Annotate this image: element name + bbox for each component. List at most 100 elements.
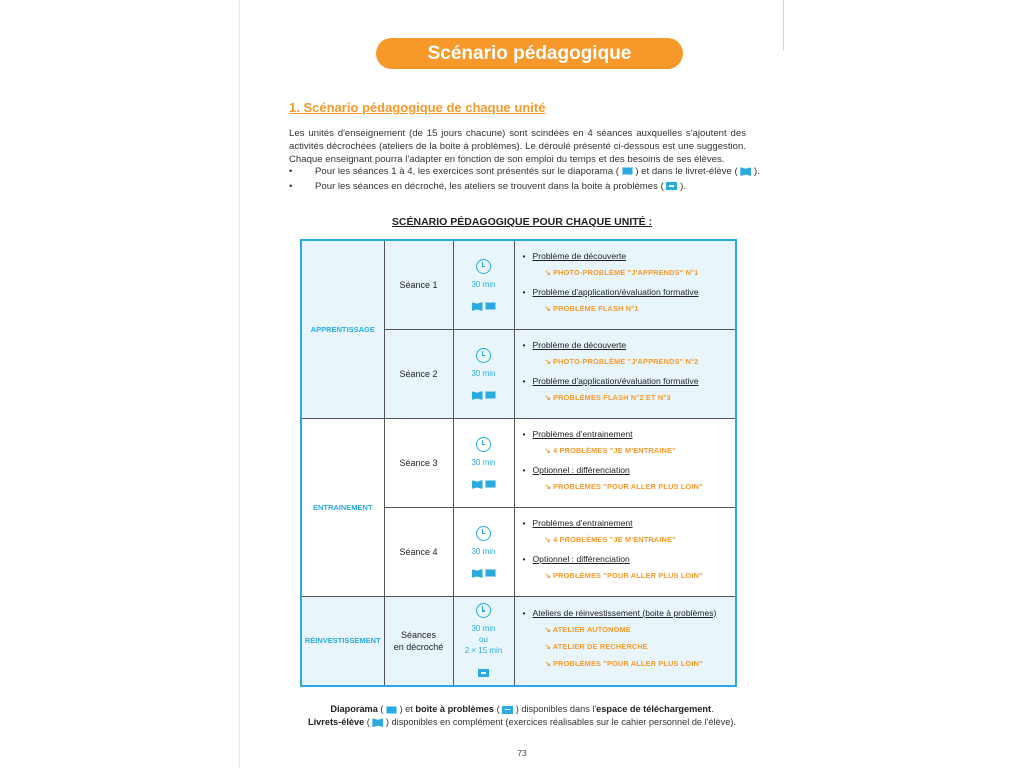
seance-cell: Séance 3 [383,418,454,508]
diaporama-icon [621,167,633,176]
seance-cell: Séance 1 [383,239,454,330]
footer-text: ) et [397,704,416,714]
footer-text: ( [364,717,373,727]
table-row: RÉINVESTISSEMENT Séances en décroché 30 min… [300,596,737,686]
arrow-icon: ↘ [544,268,551,277]
resource-label: PHOTO-PROBLÈME "J'APPRENDS" N°2 [553,357,699,366]
clock-icon [476,347,491,363]
diaporama-icon [484,569,496,578]
seance-label: Séances [400,629,437,640]
table-row: Séance 4 30 min • Problèmes d'entrainement ↘… [301,507,737,597]
page-edge [783,0,784,50]
duration-label: ou [479,635,488,645]
page-title: Scénario pédagogique [376,38,683,69]
scenario-table: APPRENTISSAGE Séance 1 30 min • Problème de … [300,239,737,687]
footer-text: ) disponibles dans l' [513,704,597,714]
diaporama-icon [484,480,496,489]
activity-item: • Optionnel : différenciation [522,465,630,475]
seance-cell: Séances en décroché [383,596,454,686]
resource-label: 4 PROBLÈMES "JE M'ENTRAINE" [553,446,676,455]
activity-title: Problème d'application/évaluation format… [532,287,699,297]
resource-item: ↘ ATELIER AUTONOME [545,625,736,634]
bullet-text: Pour les séances en décroché, les atelie… [315,181,664,192]
resource-item: ↘ 4 PROBLÈMES "JE M'ENTRAINE" [545,535,736,544]
duration-label: 2 × 15 min [464,646,503,656]
problem-box-icon [666,182,678,191]
resource-item: ↘ ATELIER DE RECHERCHE [545,642,736,651]
activity-item: • Problème d'application/évaluation forma… [522,287,699,297]
activity-item: • Problèmes d'entrainement [522,518,633,528]
footer-text: ( [494,704,503,714]
resource-item: ↘ PHOTO-PROBLÈME "J'APPRENDS" N°2 [545,357,736,366]
resource-item: ↘ PROBLÈMES "POUR ALLER PLUS LOIN" [545,659,736,668]
footer-text: Diaporama [330,704,378,714]
page-number: 73 [517,748,527,758]
clock-icon [476,525,491,541]
activity-item: • Problème de découverte [522,340,627,350]
bullet-text: Pour les séances 1 à 4, les exercices so… [315,166,619,177]
bullet-text: ) et dans le livret-élève ( [635,166,738,177]
intro-paragraph: Les unités d'enseignement (de 15 jours c… [289,128,746,165]
diaporama-icon [484,391,496,400]
activity-item: • Ateliers de réinvestissement (boite à p… [522,607,717,618]
duration-cell: 30 min [452,507,515,597]
resource-item: ↘ PROBLÈMES FLASH N°2 ET N°3 [545,393,736,402]
arrow-icon: ↘ [544,535,551,544]
activity-item: • Optionnel : différenciation [522,554,630,564]
activities-cell: • Problème de découverte ↘ PHOTO-PROBLÈME … [513,239,737,330]
duration-label: 30 min [471,368,496,378]
duration-cell: 30 min [452,418,515,508]
footer-text: ) disponibles en complément (exercices r… [383,717,736,727]
arrow-icon: ↘ [544,571,551,580]
resource-label: PROBLÈME FLASH N°1 [553,304,639,313]
resource-item: ↘ PROBLÈMES "POUR ALLER PLUS LOIN" [545,571,736,580]
duration-label: 30 min [471,279,496,289]
section-heading: 1. Scénario pédagogique de chaque unité [289,100,546,115]
activities-cell: • Problèmes d'entrainement ↘ 4 PROBLÈMES "… [513,507,737,597]
problem-box-icon [502,705,514,714]
footer-line-2: Livrets-élève ( ) disponibles en complém… [0,717,1024,728]
footer-line-1: Diaporama ( ) et boite à problèmes ( ) d… [0,704,1024,714]
resource-label: PROBLÈMES "POUR ALLER PLUS LOIN" [553,482,703,491]
arrow-icon: ↘ [544,357,551,366]
resource-label: PHOTO-PROBLÈME "J'APPRENDS" N°1 [553,268,699,277]
arrow-icon: ↘ [544,393,551,402]
resource-label: PROBLÈMES "POUR ALLER PLUS LOIN" [553,658,703,668]
bullet-text: ). [680,181,686,192]
book-icon [740,166,752,176]
clock-icon [476,603,491,619]
footer-text: espace de téléchargement [596,704,712,714]
bullet-text: ). [754,166,760,177]
activity-item: • Problème de découverte [522,251,627,261]
category-cell: RÉINVESTISSEMENT [300,596,385,686]
activities-cell: • Problème de découverte ↘ PHOTO-PROBLÈME … [513,329,737,419]
book-icon [471,390,483,400]
activity-title: Optionnel : différenciation [532,465,630,475]
seance-cell: Séance 4 [383,507,454,597]
page-edge [239,0,240,768]
activity-title: Problèmes d'entrainement [532,518,633,528]
diaporama-icon [386,705,398,714]
activity-title: Problème de découverte [532,251,627,261]
book-icon [372,718,384,728]
category-cell: APPRENTISSAGE [300,239,385,419]
arrow-icon: ↘ [544,658,551,668]
bullet-seances: • Pour les séances 1 à 4, les exercices s… [289,166,760,177]
activities-cell: • Problèmes d'entrainement ↘ 4 PROBLÈMES "… [513,418,737,508]
resource-label: PROBLÈMES FLASH N°2 ET N°3 [553,393,671,402]
duration-label: 30 min [471,457,496,467]
problem-box-icon [478,669,489,678]
activity-item: • Problème d'application/évaluation forma… [522,376,699,386]
activity-title: Problème de découverte [532,340,627,350]
category-cell: ENTRAINEMENT [300,418,385,597]
activity-item: • Problèmes d'entrainement [522,429,633,439]
footer-text: boite à problèmes [415,704,495,714]
resource-item: ↘ PROBLÈMES "POUR ALLER PLUS LOIN" [545,482,736,491]
resource-item: ↘ PROBLÈME FLASH N°1 [545,304,736,313]
activity-title: Optionnel : différenciation [532,554,630,564]
diaporama-icon [484,302,496,311]
table-row: ENTRAINEMENT Séance 3 30 min • Problèmes d'e… [300,418,737,597]
seance-cell: Séance 2 [383,329,454,419]
resource-item: ↘ 4 PROBLÈMES "JE M'ENTRAINE" [545,446,736,455]
book-icon [471,568,483,578]
